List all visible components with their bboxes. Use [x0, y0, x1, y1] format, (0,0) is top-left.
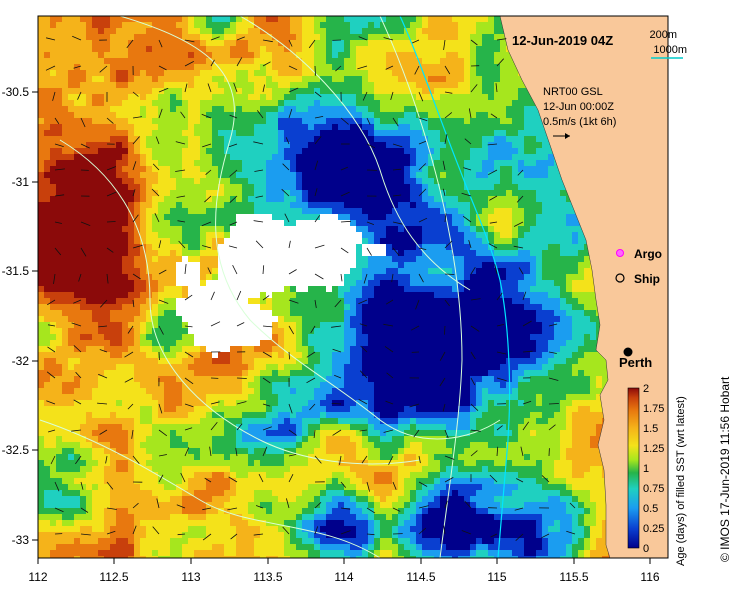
current-time-label: 12-Jun 00:00Z — [543, 101, 614, 113]
colorbar — [628, 388, 639, 548]
argo-label: Argo — [634, 247, 662, 261]
x-tick-label: 115.5 — [559, 570, 588, 584]
y-axis-labels: -30.5 -31 -31.5 -32 -32.5 -33 — [2, 85, 30, 547]
city-label: Perth — [619, 355, 652, 370]
y-tick-label: -32 — [12, 354, 30, 368]
map-title: 12-Jun-2019 04Z — [512, 33, 613, 48]
argo-marker-icon — [617, 250, 624, 257]
y-tick-label: -30.5 — [2, 85, 30, 99]
x-tick-label: 112 — [28, 570, 47, 584]
x-tick-label: 113.5 — [253, 570, 282, 584]
y-tick-label: -31 — [12, 175, 30, 189]
contour-legend-200m-label: 200m — [649, 29, 677, 41]
colorbar-tick-label: 1.75 — [643, 403, 664, 415]
colorbar-tick-label: 2 — [643, 383, 649, 395]
y-tick-label: -33 — [12, 533, 30, 547]
y-tick-label: -32.5 — [2, 443, 30, 457]
x-tick-label: 115 — [487, 570, 506, 584]
colorbar-tick-label: 0.25 — [643, 523, 664, 535]
credit-label: © IMOS 17-Jun-2019 11:56 Hobart — [718, 376, 732, 562]
x-axis-labels: 112 112.5 113 113.5 114 114.5 115 115.5 … — [28, 570, 659, 584]
x-tick-label: 116 — [640, 570, 659, 584]
colorbar-tick-label: 0.75 — [643, 483, 664, 495]
colorbar-tick-label: 1.5 — [643, 423, 658, 435]
colorbar-tick-label: 0 — [643, 543, 649, 555]
x-tick-label: 114.5 — [406, 570, 435, 584]
current-source-label: NRT00 GSL — [543, 86, 603, 98]
ship-label: Ship — [634, 272, 660, 286]
contour-legend-1000m-label: 1000m — [653, 44, 687, 56]
colorbar-tick-label: 1 — [643, 463, 649, 475]
colorbar-title: Age (days) of filled SST (wrt latest) — [675, 396, 687, 566]
current-scale-label: 0.5m/s (1kt 6h) — [543, 116, 616, 128]
x-tick-label: 112.5 — [99, 570, 128, 584]
x-tick-label: 113 — [181, 570, 200, 584]
colorbar-tick-label: 1.25 — [643, 443, 664, 455]
x-tick-label: 114 — [334, 570, 353, 584]
colorbar-tick-label: 0.5 — [643, 503, 658, 515]
y-tick-label: -31.5 — [2, 264, 30, 278]
